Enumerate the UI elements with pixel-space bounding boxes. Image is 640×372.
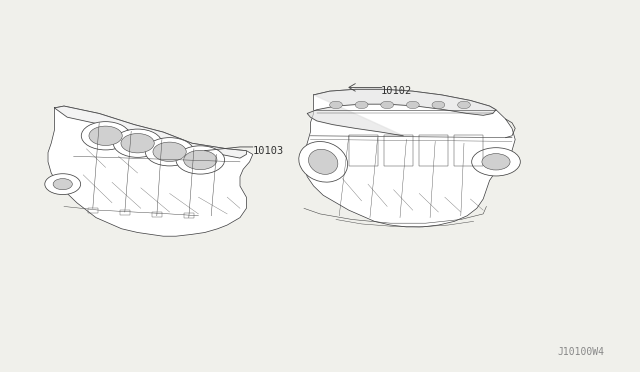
Ellipse shape (299, 141, 348, 182)
Polygon shape (307, 89, 496, 136)
Circle shape (113, 129, 162, 157)
Circle shape (121, 134, 154, 153)
Circle shape (153, 142, 186, 161)
Circle shape (89, 126, 122, 145)
Circle shape (432, 101, 445, 109)
Circle shape (406, 101, 419, 109)
Bar (419, 135, 448, 166)
Circle shape (184, 150, 217, 170)
Bar (349, 135, 378, 166)
Circle shape (330, 101, 342, 109)
Ellipse shape (308, 149, 338, 174)
Polygon shape (54, 106, 246, 158)
Circle shape (145, 138, 194, 166)
Bar (184, 213, 194, 218)
Text: J10100W4: J10100W4 (558, 347, 605, 356)
Bar (120, 210, 130, 215)
Text: 10102: 10102 (381, 86, 412, 96)
Bar (384, 135, 413, 166)
Circle shape (176, 146, 225, 174)
Text: 10103: 10103 (253, 146, 284, 155)
Bar (152, 212, 162, 217)
Circle shape (482, 154, 510, 170)
Bar (88, 208, 98, 213)
Circle shape (53, 179, 72, 190)
Circle shape (472, 148, 520, 176)
Bar (454, 135, 483, 166)
Circle shape (355, 101, 368, 109)
Polygon shape (304, 89, 515, 227)
Circle shape (81, 122, 130, 150)
Circle shape (458, 101, 470, 109)
Circle shape (381, 101, 394, 109)
Polygon shape (48, 106, 253, 236)
Circle shape (45, 174, 81, 195)
